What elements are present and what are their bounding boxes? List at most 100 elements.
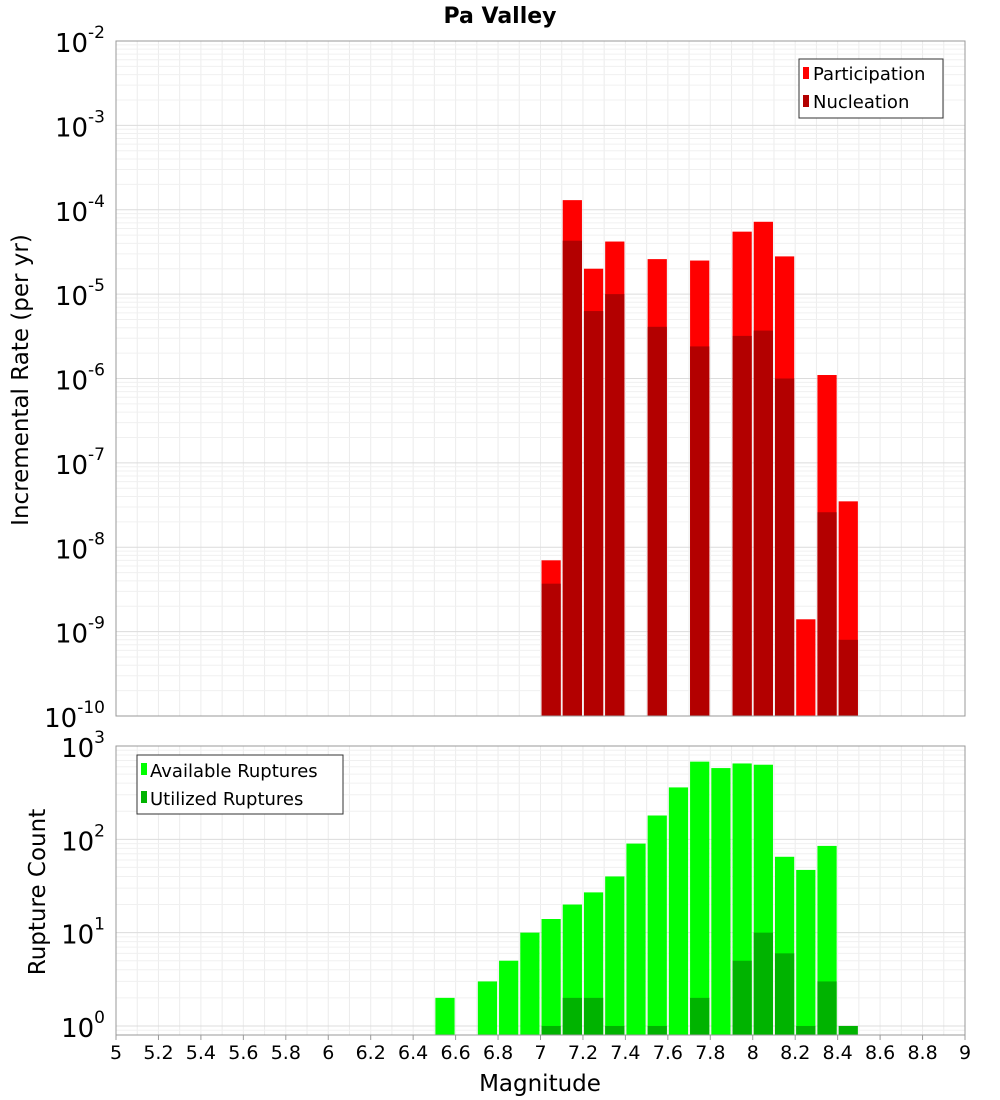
rate-nucleation-bar [583,311,604,716]
rate-grid [116,41,965,716]
count-panel: 100 101 102 103 5 5.2 5.4 5.6 5.8 6 6.2 6.4 6.6 6.8 7… [25,728,971,1097]
svg-text:102: 102 [61,821,105,857]
available-legend-swatch [141,763,147,775]
count-available-ruptures-bar [647,815,667,1035]
count-legend: Available Ruptures Utilized Ruptures [136,754,344,815]
svg-text:10-6: 10-6 [55,361,105,397]
x-tick-label: 7 [534,1042,546,1064]
count-available-ruptures-bar [477,981,498,1035]
x-tick-label: 5.8 [271,1042,301,1064]
x-tick-label: 8.2 [780,1042,810,1064]
svg-text:10-2: 10-2 [55,23,105,59]
rate-plot-border [115,40,966,717]
count-available-ruptures-bar [668,787,689,1035]
count-available-ruptures-bar [520,932,540,1035]
x-tick-label: 8.8 [907,1042,937,1064]
rate-nucleation-bar [562,240,582,717]
rate-nucleation-bar [838,639,858,716]
rate-legend-box [798,58,944,119]
x-tick-label: 7.6 [653,1042,683,1064]
rate-y-tick-label: 10-7 [55,445,105,481]
count-available-ruptures-bar [690,761,710,1035]
rate-bars [541,200,858,717]
count-y-tick-label: 103 [61,728,105,764]
count-utilized-ruptures-bar [732,960,752,1035]
rate-nucleation-bar [774,378,795,716]
rate-y-tick-label: 10-9 [55,614,105,650]
participation-legend-label: Participation [813,64,925,85]
x-tick-label: 8.4 [823,1042,853,1064]
rate-y-tick-label: 10-5 [55,276,105,312]
count-utilized-ruptures-bar [562,997,582,1035]
utilized-legend-label: Utilized Ruptures [150,789,303,810]
count-utilized-ruptures-bar [647,1025,667,1035]
count-utilized-ruptures-bar [541,1025,561,1035]
x-tick-label: 6.6 [440,1042,470,1064]
utilized-legend-swatch [141,791,147,803]
svg-text:10-5: 10-5 [55,276,105,312]
rate-y-axis-label: Incremental Rate (per yr) [8,234,34,526]
rate-y-tick-label: 10-4 [55,192,105,228]
x-tick-label: 7.4 [610,1042,640,1064]
count-y-axis-label: Rupture Count [25,809,51,975]
count-utilized-ruptures-bar [774,953,795,1035]
x-tick-label: 5.6 [228,1042,258,1064]
count-available-ruptures-bar [796,869,816,1035]
rate-y-tick-label: 10-10 [44,698,105,734]
x-tick-label: 6 [322,1042,334,1064]
count-available-ruptures-bar [499,960,519,1035]
svg-text:10-3: 10-3 [55,107,105,143]
svg-text:10-7: 10-7 [55,445,105,481]
x-tick-label: 6.8 [483,1042,513,1064]
chart-title: Pa Valley [443,4,556,29]
rate-nucleation-bar [647,326,667,716]
x-tick-label: 5.4 [186,1042,216,1064]
x-tick-label: 5.2 [143,1042,173,1064]
rate-legend: Participation Nucleation [798,58,944,119]
x-tick-label: 7.8 [695,1042,725,1064]
count-utilized-ruptures-bar [838,1025,858,1035]
count-available-ruptures-bar [605,876,625,1035]
nucleation-legend-label: Nucleation [813,92,909,113]
magnitude-x-axis-label: Magnitude [479,1071,601,1097]
nucleation-legend-swatch [803,95,809,107]
svg-text:103: 103 [61,728,105,764]
count-utilized-ruptures-bar [690,997,710,1035]
count-utilized-ruptures-bar [583,997,604,1035]
x-tick-label: 7.2 [568,1042,598,1064]
rate-y-tick-label: 10-3 [55,107,105,143]
magnitude-x-ticks: 5 5.2 5.4 5.6 5.8 6 6.2 6.4 6.6 6.8 7 7.2 7.4 7.6 7.8 8… [110,1035,971,1064]
x-tick-label: 9 [959,1042,971,1064]
rate-nucleation-bar [753,330,773,716]
count-available-ruptures-bar [435,997,455,1035]
x-tick-label: 6.4 [398,1042,428,1064]
count-utilized-ruptures-bar [753,932,773,1035]
x-tick-label: 8 [747,1042,759,1064]
x-tick-label: 8.6 [865,1042,895,1064]
rate-y-tick-label: 10-8 [55,529,105,565]
count-utilized-ruptures-bar [817,981,837,1035]
available-legend-label: Available Ruptures [150,761,318,782]
svg-text:100: 100 [61,1008,105,1044]
rate-nucleation-bar [541,583,561,716]
count-legend-box [136,754,344,815]
svg-text:10-8: 10-8 [55,529,105,565]
rate-participation-bar [796,619,816,716]
rate-panel: 10-10 10-9 10-8 10-7 10-6 10-5 10-4 10-3 10-2 In… [8,23,966,734]
count-available-ruptures-bar [541,919,561,1035]
rate-nucleation-bar [605,294,625,716]
count-utilized-ruptures-bar [796,1025,816,1035]
svg-text:101: 101 [61,915,105,951]
rate-nucleation-bar [690,346,710,716]
x-tick-label: 6.2 [356,1042,386,1064]
count-bars [435,761,858,1035]
count-available-ruptures-bar [711,768,731,1035]
participation-legend-swatch [803,67,809,79]
count-y-tick-label: 101 [61,915,105,951]
rate-y-tick-label: 10-6 [55,361,105,397]
count-y-tick-label: 102 [61,821,105,857]
rate-nucleation-bar [817,512,837,716]
svg-text:10-9: 10-9 [55,614,105,650]
count-available-ruptures-bar [626,843,646,1035]
